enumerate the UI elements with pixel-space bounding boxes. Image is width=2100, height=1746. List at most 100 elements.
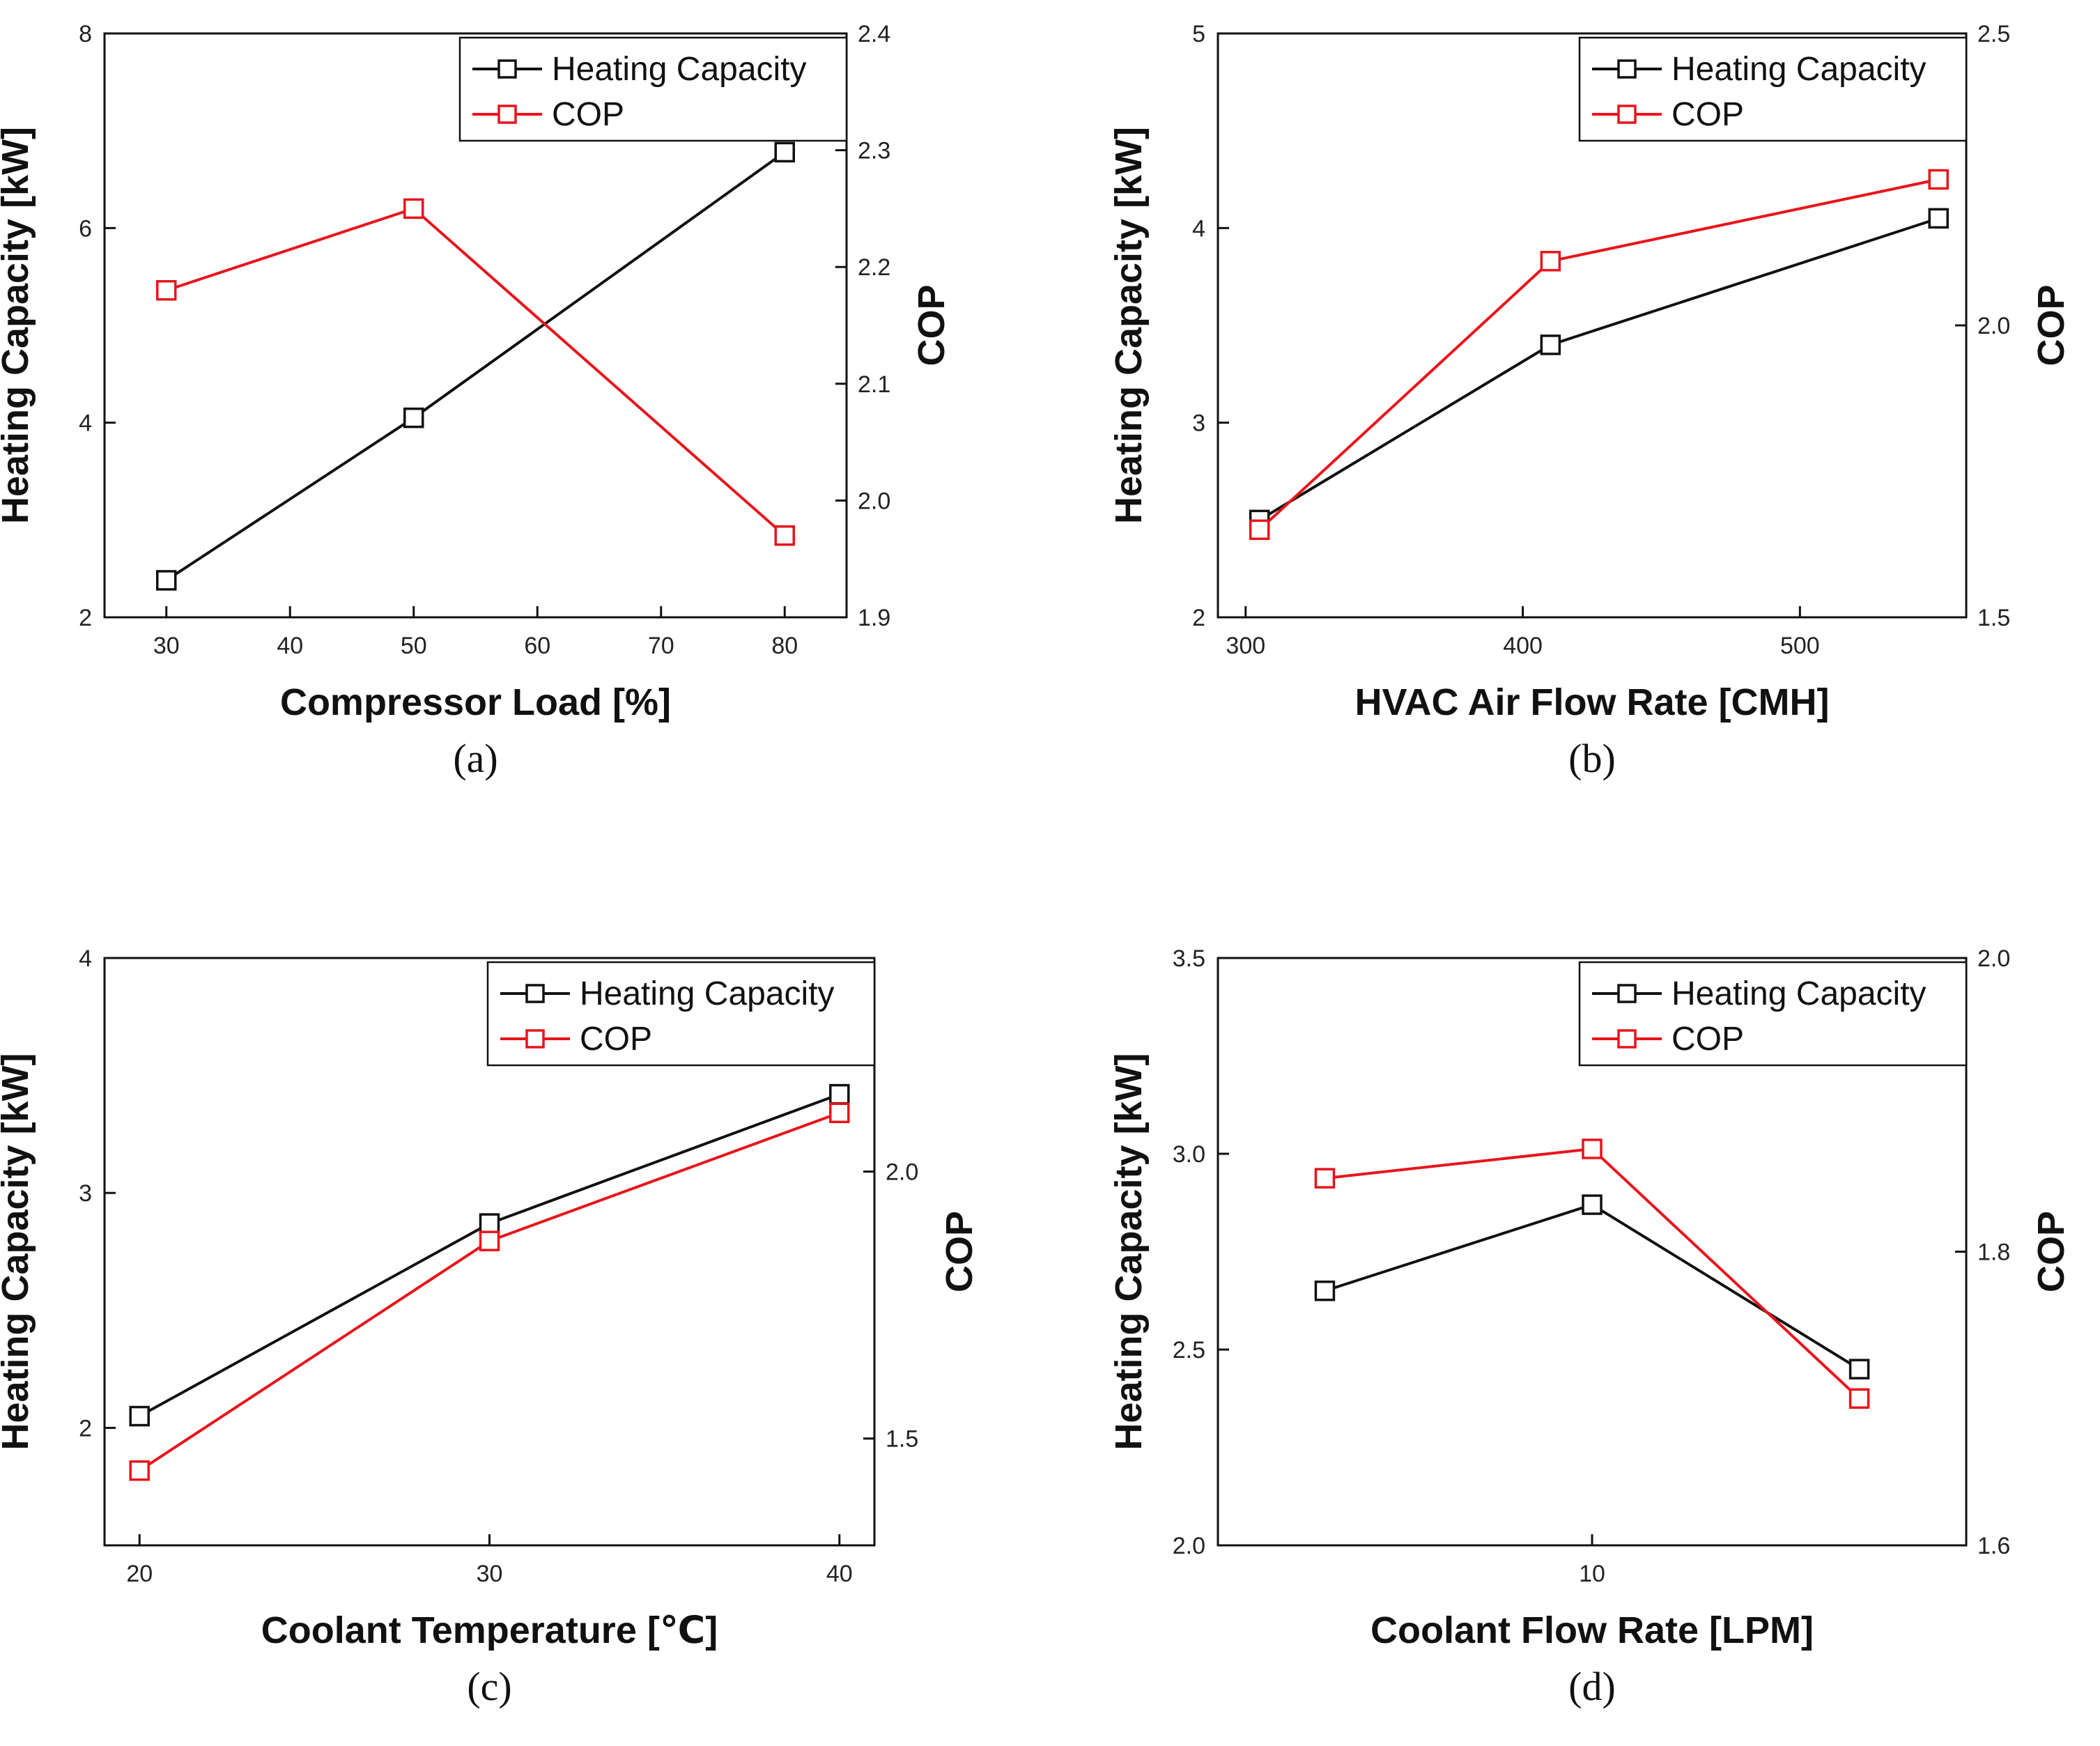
y-axis-title: Heating Capacity [kW] <box>0 127 36 524</box>
legend-box <box>458 36 848 142</box>
y2-axis-title: COP <box>2030 284 2072 366</box>
heating-capacity-marker <box>1848 1359 1870 1380</box>
y-tick-label: 2.5 <box>1173 1337 1205 1363</box>
heating-capacity-marker <box>1314 1280 1336 1301</box>
x-axis-title: Coolant Temperature [℃] <box>261 1609 718 1651</box>
x-tick-label: 30 <box>477 1561 503 1587</box>
cop-marker <box>129 1460 150 1481</box>
x-axis-title: HVAC Air Flow Rate [CMH] <box>1355 681 1830 723</box>
x-tick-label: 80 <box>771 633 798 659</box>
legend-label-heating-capacity: Heating Capacity <box>552 51 807 88</box>
cop-line <box>1325 1147 1860 1400</box>
x-tick-label: 500 <box>1780 633 1820 659</box>
legend-marker-cop <box>1617 1029 1637 1049</box>
legend-label-cop: COP <box>580 1021 652 1058</box>
y2-tick-label: 2.4 <box>858 21 890 47</box>
chart-panel-a: 30 40 50 60 70 80 2 4 6 8 1.9 2.0 2.1 2.2 2.3 2.4 Compre… <box>0 21 952 781</box>
legend-marker-cop <box>525 1029 545 1049</box>
heating-capacity-marker <box>1582 1194 1603 1215</box>
legend-marker-heating-capacity <box>497 59 517 79</box>
cop-line <box>1258 178 1939 531</box>
y2-tick-label: 1.8 <box>1977 1239 2010 1266</box>
y2-tick-label: 1.9 <box>858 605 890 631</box>
y2-axis-title: COP <box>939 1211 980 1292</box>
x-tick-label: 20 <box>126 1561 153 1587</box>
y2-tick-label: 2.0 <box>1977 945 2010 972</box>
y-tick-label: 4 <box>79 945 92 972</box>
x-tick-label: 50 <box>401 633 427 659</box>
cop-marker <box>1314 1168 1336 1189</box>
panel-caption: (b) <box>1568 736 1616 781</box>
y-tick-label: 3.5 <box>1173 945 1205 972</box>
x-axis-title: Coolant Flow Rate [LPM] <box>1371 1609 1814 1651</box>
y2-tick-label: 2.0 <box>1977 313 2010 339</box>
x-tick-label: 10 <box>1579 1561 1605 1587</box>
y2-tick-label: 2.0 <box>886 1159 918 1186</box>
x-tick-label: 400 <box>1503 633 1543 659</box>
legend-label-heating-capacity: Heating Capacity <box>1671 51 1927 88</box>
heating-capacity-marker <box>403 407 424 428</box>
legend: Heating Capacity COP <box>458 36 848 142</box>
y-tick-label: 6 <box>79 215 92 242</box>
cop-marker <box>479 1230 500 1251</box>
y-axis-title: Heating Capacity [kW] <box>1108 127 1150 524</box>
panel-caption: (c) <box>467 1664 511 1709</box>
x-axis-title: Compressor Load [%] <box>280 681 671 723</box>
legend-label-cop: COP <box>1671 96 1744 133</box>
legend-marker-cop <box>1617 105 1637 124</box>
y-tick-label: 3 <box>79 1180 92 1207</box>
heating-capacity-marker <box>829 1083 850 1105</box>
heating-capacity-marker <box>479 1213 500 1234</box>
chart-panel-d: 10 2.0 2.5 3.0 3.5 1.6 1.8 2.0 Coolant Flow Rate… <box>1108 945 2072 1709</box>
legend-label-cop: COP <box>552 96 624 133</box>
y-axis-title: Heating Capacity [kW] <box>1108 1053 1150 1450</box>
legend-box <box>486 961 876 1067</box>
x-tick-label: 40 <box>277 633 303 659</box>
chart-panel-b: 300 400 500 2 3 4 5 1.5 2.0 2.5 HVAC Air Flow Rate… <box>1108 21 2072 781</box>
y2-axis-title: COP <box>911 284 952 366</box>
y-tick-label: 3 <box>1192 410 1205 437</box>
y2-tick-label: 2.3 <box>858 138 890 164</box>
y-tick-label: 4 <box>1192 215 1205 242</box>
heating-capacity-marker <box>156 570 177 591</box>
y-tick-label: 2.0 <box>1173 1533 1205 1559</box>
x-tick-label: 300 <box>1226 633 1265 659</box>
panel-caption: (a) <box>453 736 497 781</box>
y2-tick-label: 2.1 <box>858 371 890 398</box>
x-tick-label: 60 <box>524 633 550 659</box>
cop-marker <box>403 198 424 219</box>
legend-marker-heating-capacity <box>525 984 545 1003</box>
legend-marker-heating-capacity <box>1617 984 1637 1003</box>
cop-marker <box>1928 169 1949 190</box>
y-tick-label: 2 <box>79 605 92 631</box>
cop-marker <box>1848 1388 1870 1409</box>
legend-box <box>1578 961 1968 1067</box>
legend-label-heating-capacity: Heating Capacity <box>580 975 835 1012</box>
y2-tick-label: 1.5 <box>1977 605 2010 631</box>
x-tick-label: 70 <box>648 633 674 659</box>
y-tick-label: 2 <box>79 1415 92 1442</box>
y2-tick-label: 2.0 <box>858 488 890 514</box>
legend-label-cop: COP <box>1671 1021 1744 1058</box>
y-tick-label: 3.0 <box>1173 1141 1205 1168</box>
y2-tick-label: 1.5 <box>886 1426 918 1453</box>
heating-capacity-line <box>165 150 786 582</box>
cop-marker <box>774 525 795 546</box>
cop-marker <box>1249 519 1270 541</box>
y-tick-label: 2 <box>1192 605 1205 631</box>
cop-marker <box>1582 1138 1603 1159</box>
plot-frame <box>103 32 848 619</box>
chart-panel-c: 20 30 40 2 3 4 1.5 2.0 Coolant Temperature [℃] He… <box>0 945 980 1709</box>
heating-capacity-marker <box>774 141 795 163</box>
heating-capacity-marker <box>129 1405 150 1427</box>
cop-marker <box>829 1102 850 1123</box>
x-tick-label: 40 <box>826 1561 853 1587</box>
panel-caption: (d) <box>1568 1664 1616 1709</box>
heating-capacity-line <box>139 1092 840 1418</box>
cop-marker <box>1540 251 1561 272</box>
legend-marker-heating-capacity <box>1617 59 1637 79</box>
legend-box <box>1578 36 1968 142</box>
y-tick-label: 8 <box>79 21 92 47</box>
heating-capacity-line <box>1258 217 1939 522</box>
cop-marker <box>156 279 177 301</box>
